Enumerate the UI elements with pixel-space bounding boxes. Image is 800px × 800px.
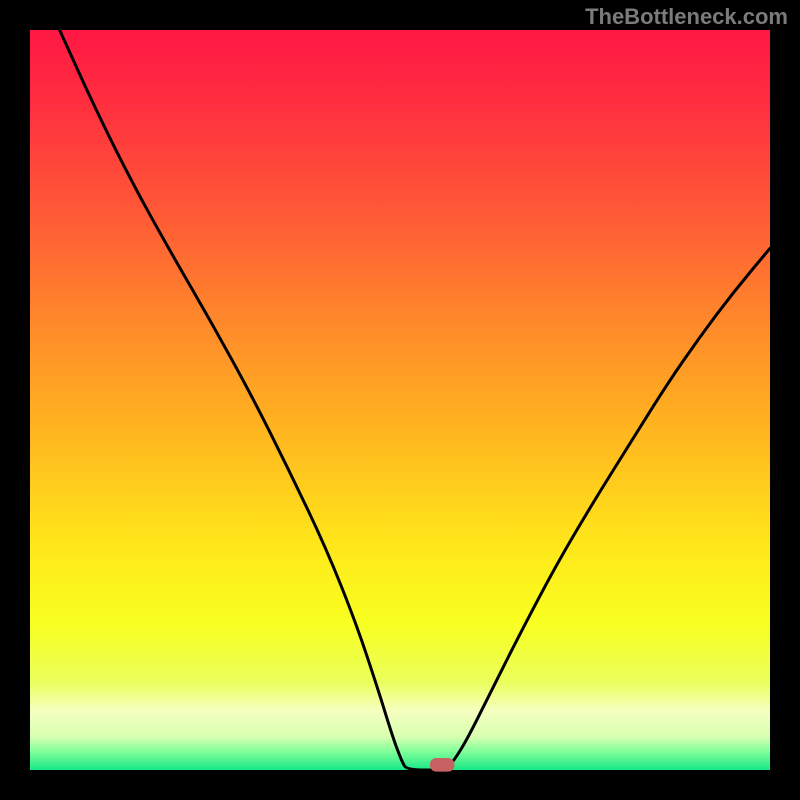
bottleneck-chart xyxy=(0,0,800,800)
chart-frame: TheBottleneck.com xyxy=(0,0,800,800)
watermark-text: TheBottleneck.com xyxy=(585,4,788,30)
trough-marker xyxy=(430,759,454,772)
